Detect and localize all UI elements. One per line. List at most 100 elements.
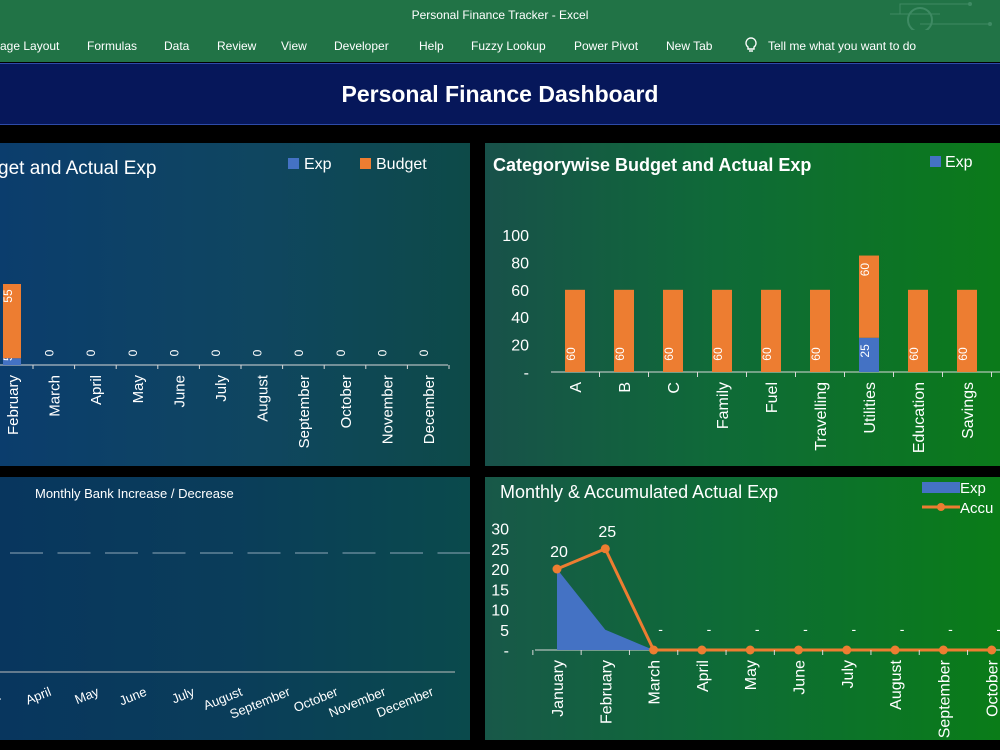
x-tick-label: A (568, 382, 585, 393)
x-tick-label: April (695, 660, 712, 692)
circuit-decoration-icon (890, 2, 992, 30)
legend-exp-label: Exp (304, 156, 332, 173)
point-label: - (803, 621, 808, 637)
bank-change-svg: Monthly Bank Increase / Decrease . April M… (0, 486, 470, 722)
bar-budget (712, 289, 732, 372)
x-tick-label: February (5, 375, 22, 436)
accumulated-point (600, 544, 610, 554)
bar-budget-label: 0 (334, 349, 348, 356)
legend-accu-marker (937, 503, 945, 511)
point-label: - (755, 621, 760, 637)
y-tick-label: 5 (500, 623, 509, 640)
y-tick-label: - (504, 643, 509, 660)
x-tick-label: April (88, 375, 105, 405)
area-exp (557, 569, 992, 650)
x-tick-label: June (117, 684, 149, 708)
accumulated-point (794, 645, 803, 655)
window-title: Personal Finance Tracker - Excel (411, 8, 589, 22)
bar-exp-label: 25 (858, 344, 872, 358)
monthly-budget-chart[interactable]: get and Actual Exp Exp Budget 555Februar… (0, 143, 470, 466)
x-tick-label-partial: . (0, 688, 3, 703)
accumulated-point (842, 645, 852, 655)
category-budget-chart[interactable]: Categorywise Budget and Actual Exp Exp -… (485, 143, 1000, 466)
point-label: - (851, 621, 856, 637)
x-tick-label: Utilities (862, 382, 879, 434)
point-label: - (996, 621, 1000, 637)
bar-budget-label: 60 (711, 347, 725, 361)
chart-title: Categorywise Budget and Actual Exp (493, 155, 811, 175)
accumulated-point (745, 645, 755, 655)
bar-budget-label: 0 (375, 349, 389, 356)
tab-view[interactable]: View (281, 39, 307, 53)
chart-marks: 555February0March0April0May0June0July0Au… (1, 284, 450, 448)
x-tick-label: B (617, 382, 634, 393)
x-tick-label: Savings (960, 382, 977, 439)
bank-change-chart[interactable]: Monthly Bank Increase / Decrease . April M… (0, 477, 470, 740)
x-tick-label: Family (715, 382, 732, 429)
chart-title: get and Actual Exp (0, 158, 156, 179)
legend-budget-swatch (360, 158, 371, 169)
bar-budget-label: 0 (209, 349, 223, 356)
bar-budget (663, 289, 683, 372)
tab-developer[interactable]: Developer (334, 39, 389, 53)
point-label: 25 (598, 524, 616, 541)
y-tick-label: 20 (511, 338, 529, 355)
x-tick-label: May (743, 660, 760, 690)
tab-help[interactable]: Help (419, 39, 444, 53)
bar-budget-label: 0 (167, 349, 181, 356)
bar-budget (565, 289, 585, 372)
tab-fuzzy-lookup[interactable]: Fuzzy Lookup (471, 39, 546, 53)
y-tick-label: 60 (511, 283, 529, 300)
x-tick-label: September (296, 375, 313, 448)
category-budget-svg: Categorywise Budget and Actual Exp Exp -… (493, 154, 1000, 453)
tab-power-pivot[interactable]: Power Pivot (574, 39, 639, 53)
x-tick-label: October (985, 659, 1000, 717)
bar-budget (761, 289, 781, 372)
accumulated-point (697, 645, 707, 655)
x-tick-label: Fuel (764, 382, 781, 413)
tab-review[interactable]: Review (217, 39, 257, 53)
line-accumulated (556, 546, 992, 652)
tab-formulas[interactable]: Formulas (87, 39, 138, 53)
bar-exp (3, 358, 21, 365)
y-tick-label: 10 (491, 603, 509, 620)
title-bar: Personal Finance Tracker - Excel (0, 0, 1000, 30)
x-tick-label: August (888, 659, 905, 709)
x-tick-label: October (338, 375, 355, 428)
bar-budget-label: 60 (613, 347, 627, 361)
y-tick-label: 80 (511, 255, 529, 272)
point-label: - (658, 621, 663, 637)
x-tick-label: August (255, 374, 272, 422)
x-tick-label: June (171, 375, 188, 408)
bar-budget-label: 60 (564, 347, 578, 361)
tab-page-layout[interactable]: age Layout (0, 39, 60, 53)
tell-me-search[interactable]: Tell me what you want to do (744, 37, 916, 53)
accumulated-exp-chart[interactable]: Monthly & Accumulated Actual Exp Exp Acc… (485, 477, 1000, 740)
x-tick-label: July (840, 660, 857, 688)
bar-budget-label: 60 (760, 347, 774, 361)
x-tick-label: February (598, 660, 615, 724)
monthly-budget-svg: get and Actual Exp Exp Budget 555Februar… (0, 156, 450, 448)
bar-budget (957, 289, 977, 372)
bar-budget-label: 60 (809, 347, 823, 361)
legend-accu-label: Accu (960, 500, 993, 517)
y-tick-label: 20 (491, 562, 509, 579)
tab-new-tab[interactable]: New Tab (666, 39, 713, 53)
bar-budget-label: 0 (417, 349, 431, 356)
x-tick-label: Travelling (813, 382, 830, 451)
accumulated-point (987, 645, 997, 655)
y-tick-label: 15 (491, 582, 509, 599)
y-tick-label: 25 (491, 542, 509, 559)
bar-budget-label: 0 (43, 349, 57, 356)
accumulated-point (890, 645, 900, 655)
accumulated-point (552, 564, 562, 574)
dashboard-banner: Personal Finance Dashboard (0, 63, 1000, 125)
legend-exp-label: Exp (960, 480, 986, 497)
bar-budget-label: 60 (956, 347, 970, 361)
bar-budget (859, 255, 879, 338)
tab-data[interactable]: Data (164, 39, 190, 53)
x-tick-label: C (666, 382, 683, 394)
lightbulb-icon (745, 37, 757, 52)
